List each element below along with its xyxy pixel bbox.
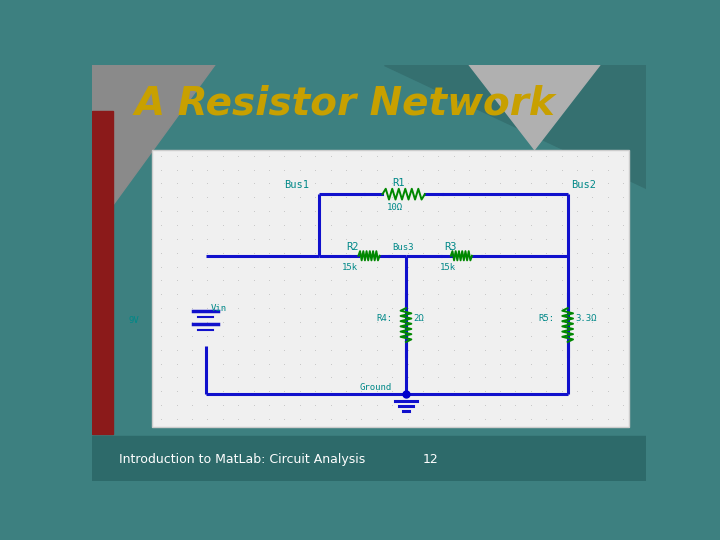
Text: 15k: 15k [342,262,358,272]
Text: Ground: Ground [360,383,392,391]
Bar [152,150,629,427]
Bar [92,111,113,434]
Text: R5:: R5: [539,314,554,323]
Text: 12: 12 [423,453,438,465]
Text: Bus1: Bus1 [284,180,310,190]
Text: Bus3: Bus3 [392,242,413,252]
Text: R3: R3 [444,241,457,252]
Text: Introduction to MatLab: Circuit Analysis: Introduction to MatLab: Circuit Analysis [119,453,365,465]
Text: Bus2: Bus2 [572,180,596,190]
Text: R4:: R4: [377,314,393,323]
Text: 2Ω: 2Ω [414,314,424,323]
Polygon shape [384,65,647,188]
Text: A Resistor Network: A Resistor Network [134,84,555,122]
Text: 10Ω: 10Ω [387,202,402,212]
Text: R2: R2 [346,241,359,252]
Text: 15k: 15k [440,262,456,272]
Text: R1: R1 [392,178,405,188]
Text: 9V: 9V [129,316,140,325]
Polygon shape [469,65,600,150]
Text: Vin: Vin [210,304,227,313]
Polygon shape [92,65,215,234]
Text: 3.3Ω: 3.3Ω [575,314,597,323]
Bar [92,436,647,481]
